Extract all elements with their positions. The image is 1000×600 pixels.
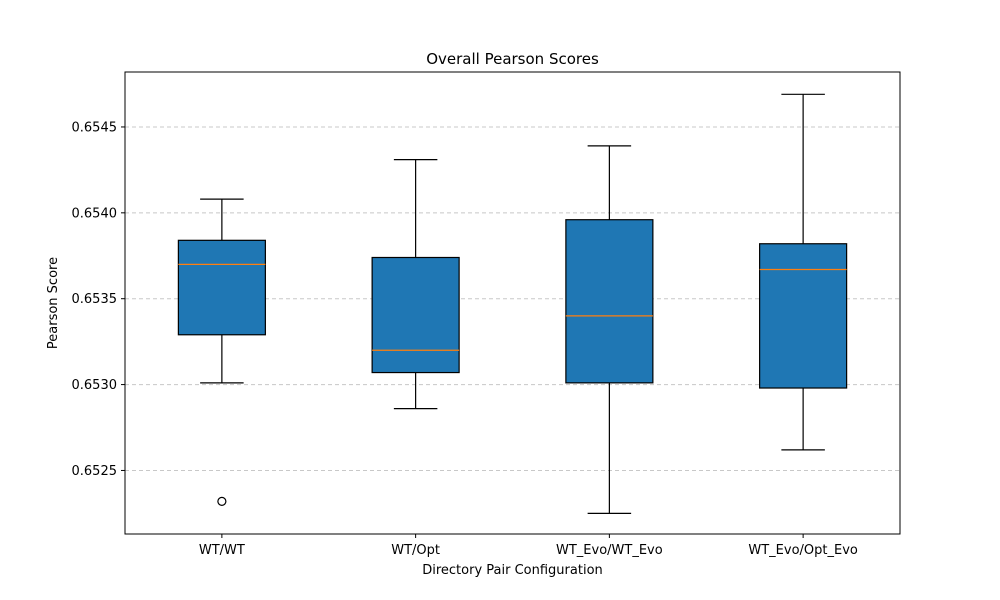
x-tick-label: WT_Evo/WT_Evo (556, 543, 663, 558)
outlier-point (217, 496, 227, 506)
chart-title: Overall Pearson Scores (426, 50, 599, 68)
x-axis-label: Directory Pair Configuration (422, 563, 603, 578)
x-tick-label: WT/WT (199, 543, 245, 558)
box-layer (177, 93, 848, 514)
box-group (371, 158, 460, 410)
box-body (759, 243, 848, 389)
y-axis-label: Pearson Score (46, 257, 61, 349)
tick-layer: 0.6525 0.6530 0.6535 0.6540 0.6545 WT/WT WT/Op… (72, 120, 858, 558)
y-tick-label: 0.6540 (72, 206, 118, 221)
plot-frame (124, 71, 901, 535)
box-body (565, 219, 654, 384)
box-group (565, 145, 654, 514)
box-body (371, 256, 460, 374)
box-group (177, 198, 266, 506)
x-tick-label: WT_Evo/Opt_Evo (748, 543, 858, 558)
box-body (177, 239, 266, 336)
box-group (759, 93, 848, 451)
x-tick-label: WT/Opt (391, 543, 440, 558)
y-tick-label: 0.6535 (72, 292, 118, 307)
y-tick-label: 0.6545 (72, 120, 118, 135)
y-tick-label: 0.6525 (72, 464, 118, 479)
y-tick-label: 0.6530 (72, 378, 118, 393)
